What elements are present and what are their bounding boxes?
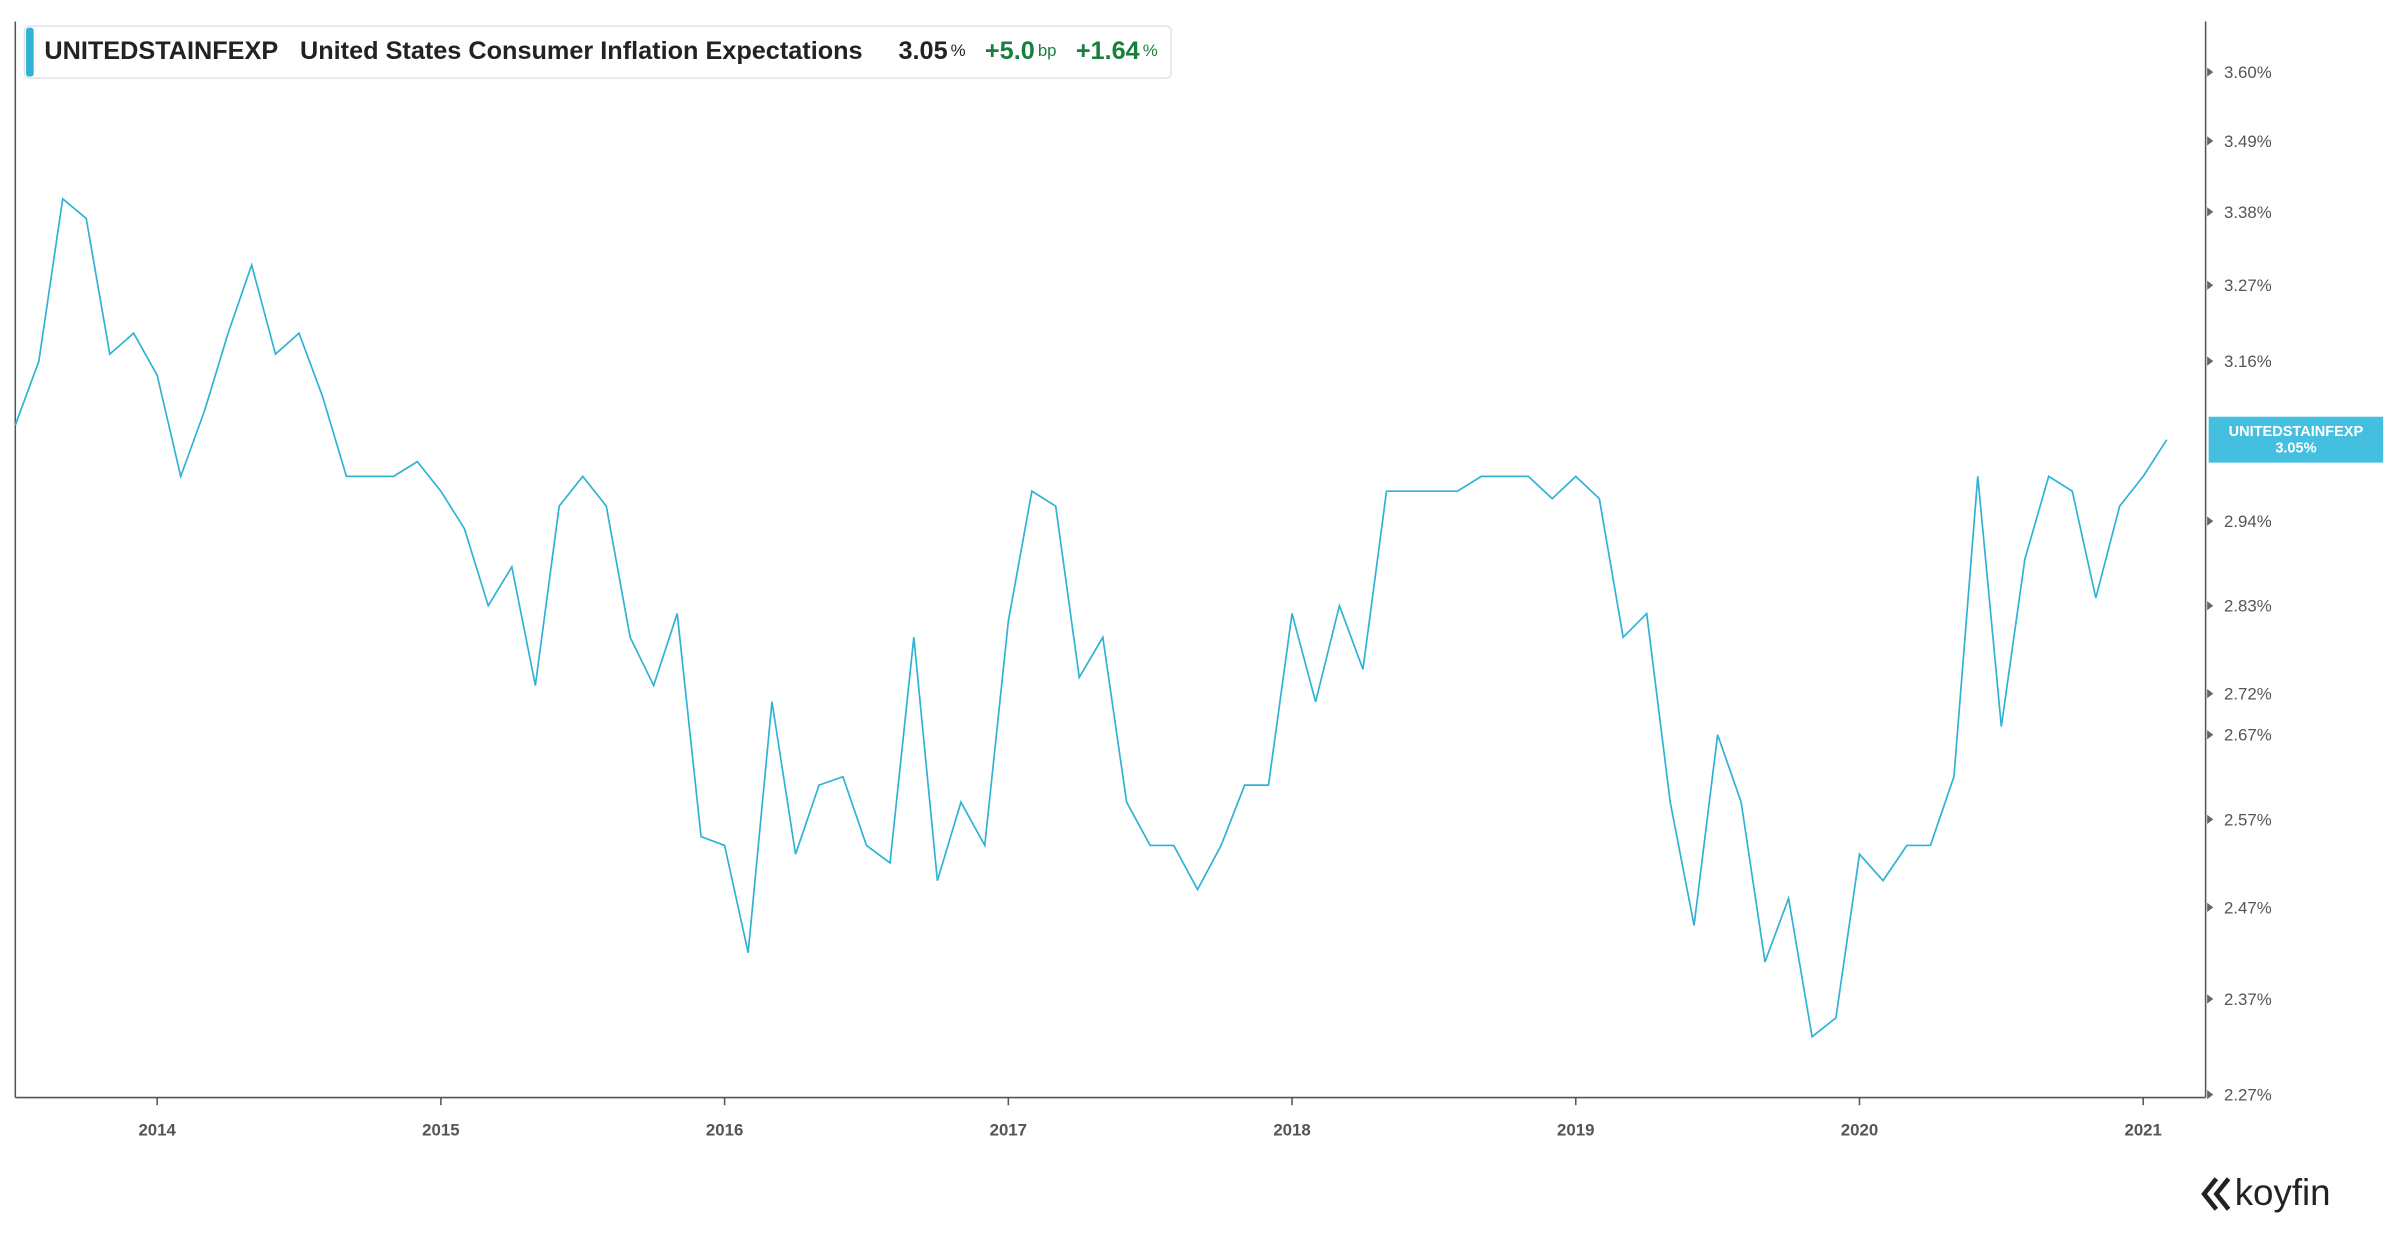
y-tick-label: 2.94% (2224, 512, 2272, 531)
y-tick-mark (2207, 356, 2214, 366)
last-value-ticker: UNITEDSTAINFEXP (2229, 424, 2364, 440)
title: United States Consumer Inflation Expecta… (300, 37, 863, 65)
change-pct-unit: % (1143, 42, 1158, 61)
y-tick-mark (2207, 280, 2214, 290)
x-tick-label: 2017 (990, 1121, 1027, 1140)
price: 3.05 (898, 37, 947, 65)
y-tick-label: 3.38% (2224, 203, 2272, 222)
legend: UNITEDSTAINFEXP United States Consumer I… (23, 25, 1172, 79)
x-tick-label: 2015 (422, 1121, 459, 1140)
y-tick-mark (2207, 516, 2214, 526)
y-tick-mark (2207, 689, 2214, 699)
y-tick-mark (2207, 601, 2214, 611)
y-tick-label: 3.16% (2224, 352, 2272, 371)
y-tick-label: 3.49% (2224, 132, 2272, 151)
y-tick-label: 3.27% (2224, 276, 2272, 295)
change-unit: bp (1038, 42, 1057, 61)
y-tick-label: 2.67% (2224, 726, 2272, 745)
legend-swatch (26, 27, 34, 77)
y-tick-label: 2.27% (2224, 1086, 2272, 1105)
y-tick-label: 2.37% (2224, 990, 2272, 1009)
y-tick-label: 2.72% (2224, 685, 2272, 704)
last-value-label: 3.05% (2275, 441, 2316, 457)
y-tick-mark (2207, 207, 2214, 217)
legend-box (23, 25, 1172, 79)
brand-logo: koyfin (2201, 1172, 2331, 1213)
last-value-tag (2208, 416, 2384, 463)
x-tick-label: 2019 (1557, 1121, 1594, 1140)
x-tick-label: 2018 (1273, 1121, 1310, 1140)
header-text: UNITEDSTAINFEXP United States Consumer I… (44, 37, 1157, 65)
price-unit: % (951, 42, 966, 61)
y-tick-mark (2207, 136, 2214, 146)
data-line (14, 197, 2168, 1039)
brand-name: koyfin (2235, 1172, 2331, 1213)
y-tick-label: 3.60% (2224, 63, 2272, 82)
y-tick-mark (2207, 994, 2214, 1004)
y-tick-mark (2207, 814, 2214, 824)
y-tick-mark (2207, 1090, 2214, 1100)
y-tick-label: 2.83% (2224, 597, 2272, 616)
brand-icon (2201, 1177, 2231, 1211)
x-tick-label: 2020 (1841, 1121, 1878, 1140)
y-tick-label: 2.57% (2224, 810, 2272, 829)
y-tick-mark (2207, 730, 2214, 740)
x-tick-label: 2014 (138, 1121, 176, 1140)
y-tick-label: 2.47% (2224, 898, 2272, 917)
x-tick-label: 2016 (706, 1121, 743, 1140)
y-tick-mark (2207, 67, 2214, 77)
ticker: UNITEDSTAINFEXP (44, 37, 278, 65)
x-tick-label: 2021 (2124, 1121, 2161, 1140)
change-pct: +1.64 (1076, 37, 1140, 65)
y-tick-mark (2207, 902, 2214, 912)
change: +5.0 (985, 37, 1035, 65)
